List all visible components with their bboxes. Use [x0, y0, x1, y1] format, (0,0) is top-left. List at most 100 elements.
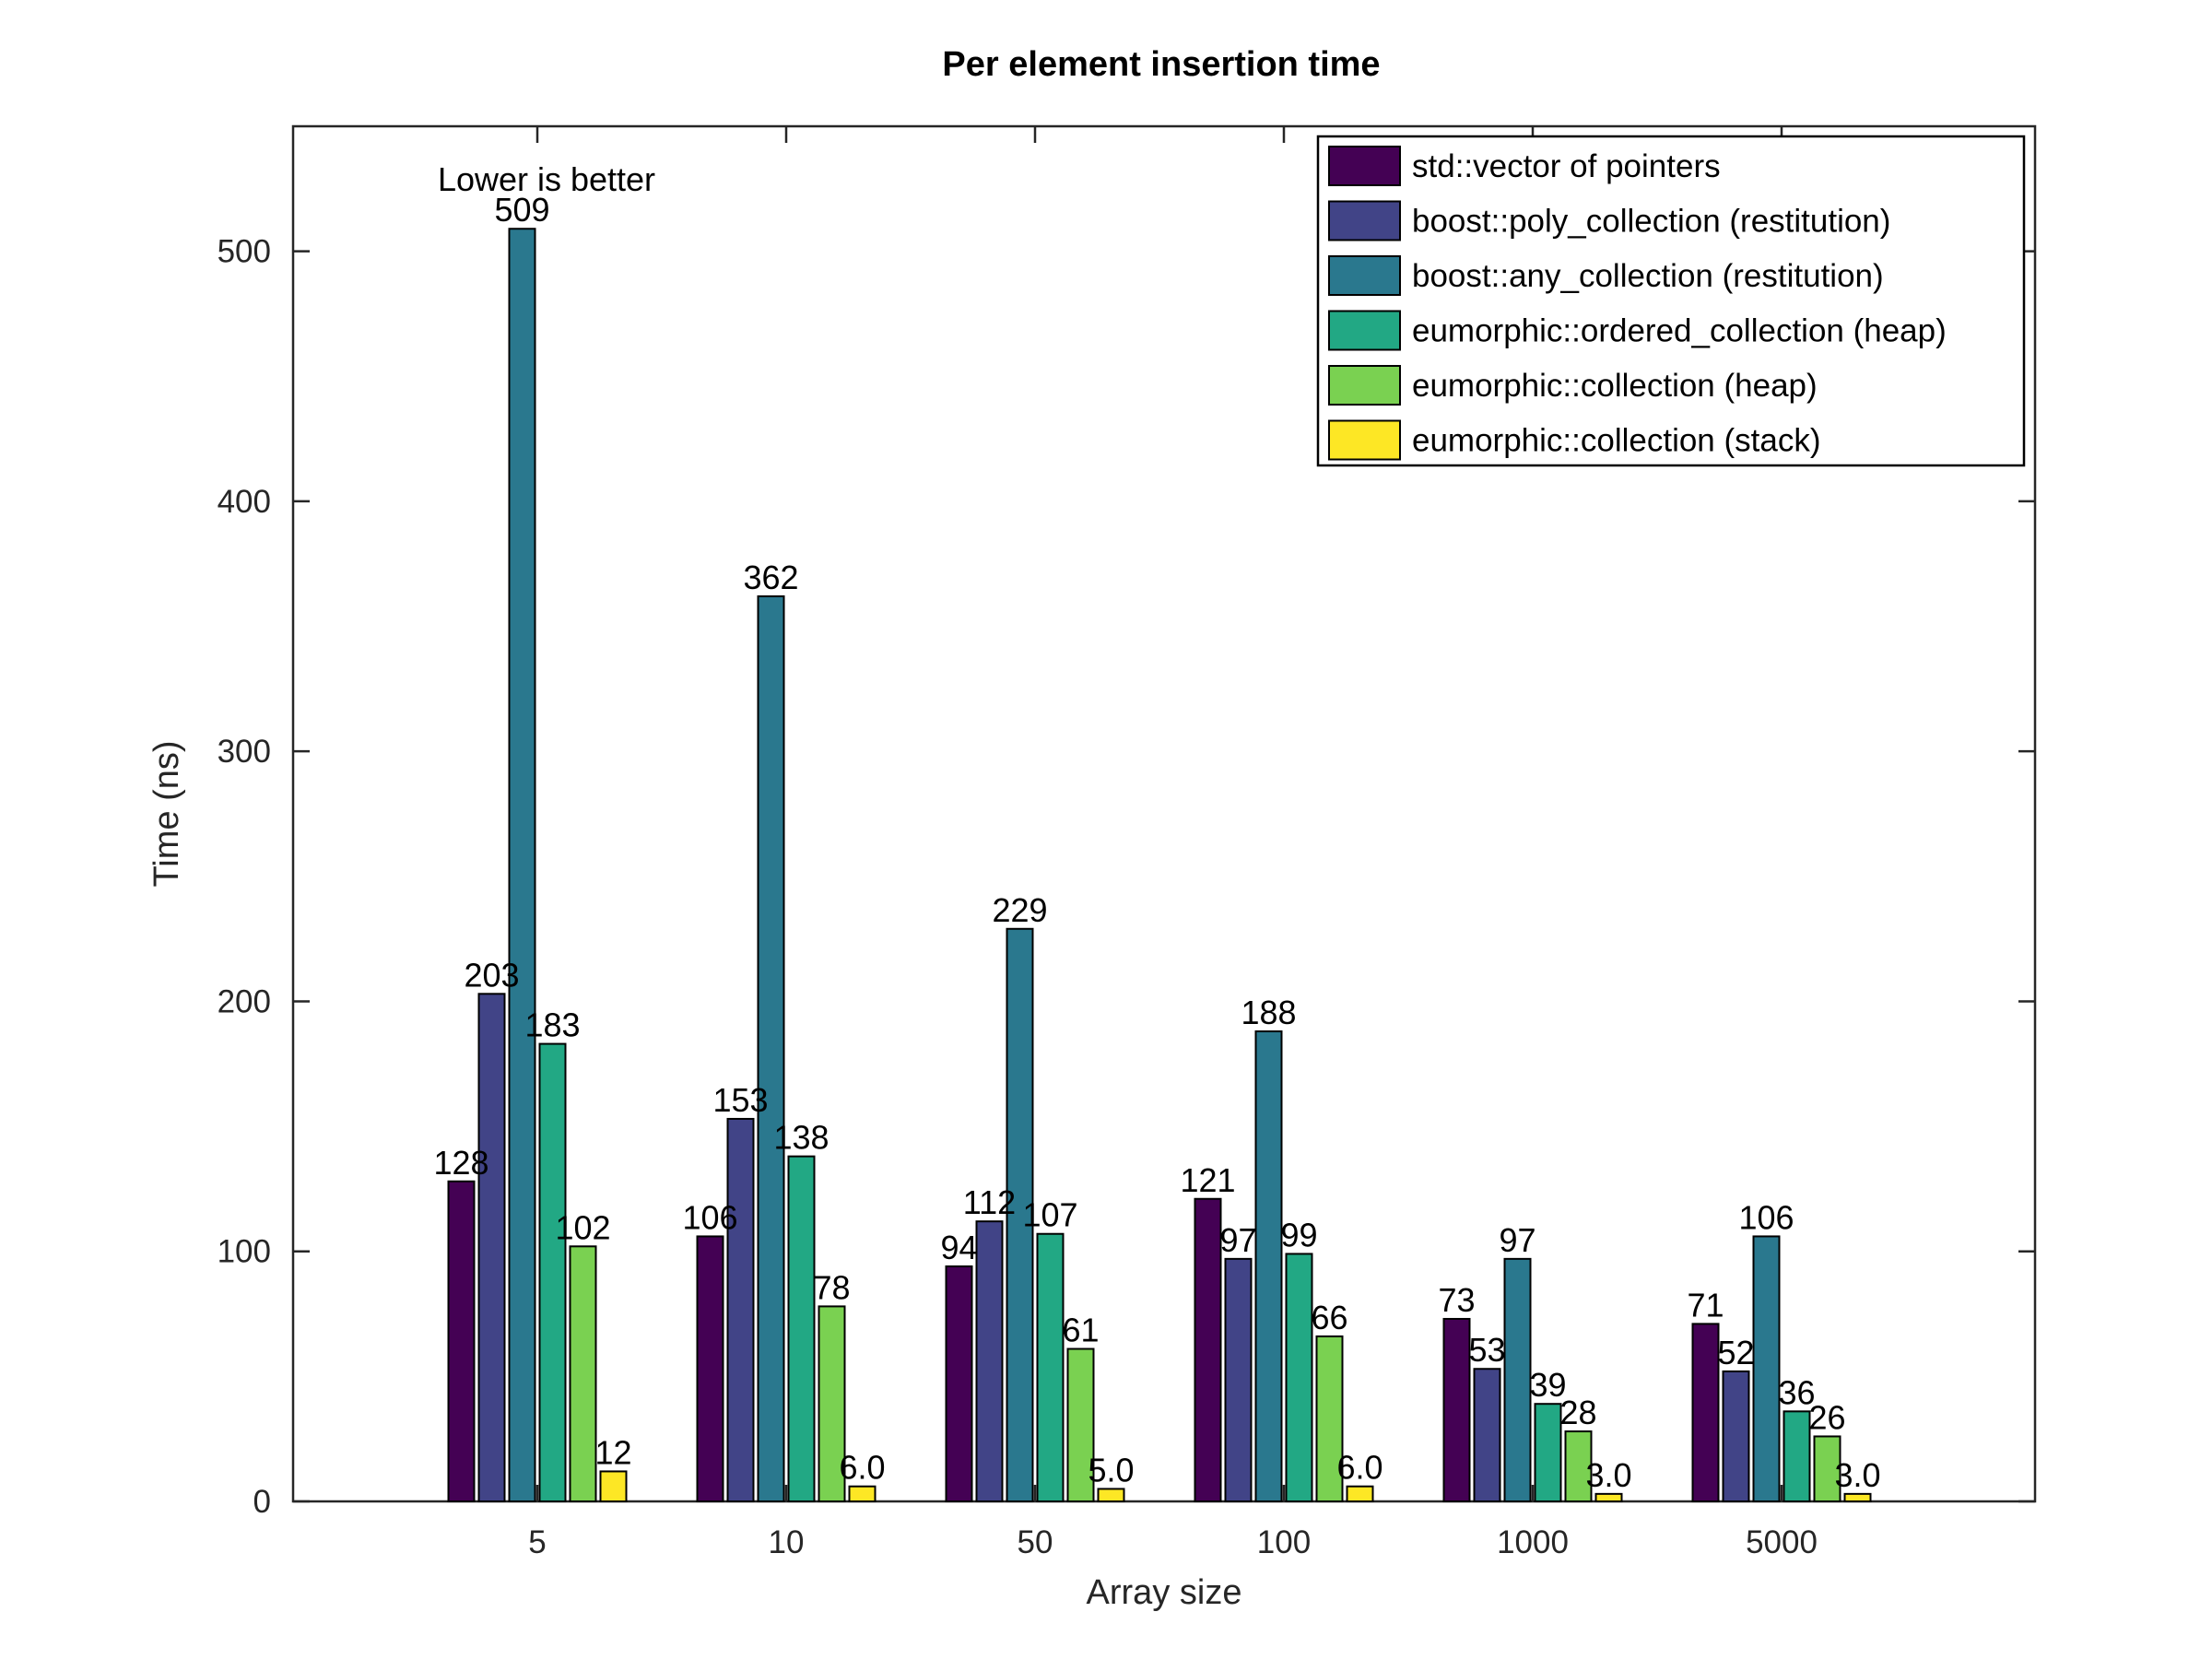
data-label-0-0: 128	[433, 1144, 488, 1182]
bar-0-4	[1442, 1317, 1471, 1503]
data-label-4-3: 66	[1311, 1299, 1347, 1336]
legend: std::vector of pointersboost::poly_colle…	[1316, 135, 2026, 467]
y-axis: 0 100 200 300 400 500	[218, 234, 2035, 1520]
bar-2-4	[1503, 1257, 1532, 1503]
data-label-5-1: 6.0	[839, 1449, 885, 1487]
x-axis-label: Array size	[1087, 1573, 1242, 1612]
x-tick-label: 100	[1257, 1524, 1311, 1560]
x-tick-label: 1000	[1497, 1524, 1569, 1560]
bar-4-4	[1564, 1430, 1593, 1502]
data-label-4-2: 61	[1062, 1312, 1099, 1349]
bar-1-0	[477, 993, 506, 1503]
bar-2-1	[757, 594, 785, 1502]
y-tick-label: 200	[218, 983, 271, 1019]
bar-0-0	[447, 1180, 476, 1502]
bar-4-2	[1066, 1347, 1095, 1503]
bar-series-group	[447, 228, 1872, 1503]
data-label-3-2: 107	[1022, 1196, 1077, 1234]
data-label-0-5: 71	[1687, 1286, 1724, 1324]
bar-0-5	[1691, 1323, 1720, 1502]
y-tick-label: 100	[218, 1234, 271, 1270]
bar-2-3	[1254, 1030, 1283, 1503]
legend-entry-label: eumorphic::ordered_collection (heap)	[1412, 313, 1947, 349]
bar-1-1	[726, 1117, 755, 1503]
x-tick-label: 5	[528, 1524, 546, 1560]
bar-4-5	[1813, 1435, 1841, 1503]
data-label-1-4: 53	[1468, 1331, 1505, 1369]
data-label-4-5: 26	[1808, 1398, 1845, 1436]
data-label-5-2: 5.0	[1088, 1451, 1134, 1488]
bar-5-2	[1097, 1488, 1125, 1503]
data-label-3-3: 99	[1280, 1216, 1317, 1253]
legend-entry-label: eumorphic::collection (stack)	[1412, 423, 1821, 459]
legend-box	[1316, 135, 2026, 467]
data-label-3-4: 39	[1529, 1366, 1566, 1404]
bar-4-0	[569, 1245, 597, 1502]
y-axis-label: Time (ns)	[147, 740, 186, 887]
x-axis: 5 10 50 100 1000 5000	[528, 126, 1818, 1560]
bar-3-3	[1285, 1253, 1313, 1502]
bar-2-2	[1006, 927, 1034, 1502]
data-label-1-2: 112	[963, 1183, 1016, 1221]
data-label-0-3: 121	[1180, 1161, 1235, 1199]
legend-entry-label: boost::any_collection (restitution)	[1412, 258, 1884, 294]
data-label-0-2: 94	[940, 1229, 977, 1266]
bar-5-3	[1346, 1485, 1374, 1502]
legend-entry-label: eumorphic::collection (heap)	[1412, 368, 1818, 404]
data-label-3-5: 36	[1778, 1373, 1815, 1411]
bar-4-3	[1315, 1335, 1344, 1502]
data-label-4-0: 102	[555, 1208, 610, 1246]
data-label-3-1: 138	[773, 1119, 829, 1157]
data-label-2-3: 188	[1241, 994, 1296, 1031]
y-tick-label: 500	[218, 234, 271, 270]
data-label-1-3: 97	[1219, 1221, 1256, 1259]
legend-swatch	[1328, 255, 1401, 296]
x-tick-label: 5000	[1746, 1524, 1818, 1560]
data-label-2-4: 97	[1499, 1221, 1535, 1259]
bar-0-1	[696, 1235, 724, 1503]
data-label-0-4: 73	[1438, 1281, 1475, 1319]
chart-title: Per element insertion time	[942, 45, 1380, 84]
bar-2-5	[1752, 1235, 1781, 1503]
bar-1-4	[1473, 1368, 1501, 1503]
bar-5-4	[1594, 1492, 1623, 1502]
x-tick-label: 10	[769, 1524, 805, 1560]
data-label-4-1: 78	[813, 1268, 850, 1306]
data-label-5-4: 3.0	[1585, 1456, 1631, 1494]
bar-4-1	[818, 1305, 846, 1502]
legend-swatch	[1328, 200, 1401, 241]
y-tick-label: 300	[218, 734, 271, 770]
legend-swatch	[1328, 365, 1401, 406]
data-label-5-3: 6.0	[1336, 1449, 1382, 1487]
data-label-1-5: 52	[1717, 1334, 1754, 1371]
data-label-1-1: 153	[712, 1081, 768, 1119]
data-label-2-2: 229	[992, 891, 1047, 929]
legend-entry-label: boost::poly_collection (restitution)	[1412, 204, 1890, 240]
bar-1-2	[975, 1220, 1004, 1502]
x-tick-label: 50	[1018, 1524, 1053, 1560]
data-label-1-0: 203	[464, 956, 519, 994]
legend-swatch	[1328, 310, 1401, 351]
data-label-2-5: 106	[1738, 1198, 1794, 1236]
bar-3-0	[538, 1042, 567, 1502]
data-label-5-5: 3.0	[1834, 1456, 1880, 1494]
y-tick-label: 400	[218, 484, 271, 520]
y-tick-label: 0	[253, 1484, 271, 1520]
bar-0-3	[1194, 1197, 1222, 1502]
data-label-4-4: 28	[1559, 1394, 1596, 1431]
bar-2-0	[508, 228, 536, 1503]
data-label-group: 128 106 94 121 73 71 203 153 112 97 53 52 509 362 229 1…	[433, 191, 1880, 1494]
bar-1-5	[1722, 1370, 1750, 1503]
bar-5-5	[1843, 1492, 1872, 1502]
bar-3-2	[1036, 1232, 1065, 1502]
bar-5-1	[848, 1485, 877, 1502]
bar-3-4	[1534, 1403, 1562, 1502]
data-label-2-0: 509	[494, 191, 549, 229]
legend-entry-label: std::vector of pointers	[1412, 148, 1721, 184]
bar-5-0	[599, 1470, 628, 1502]
data-label-3-0: 183	[524, 1006, 580, 1044]
data-label-0-1: 106	[682, 1198, 737, 1236]
legend-swatch	[1328, 146, 1401, 186]
bar-3-1	[787, 1155, 816, 1503]
